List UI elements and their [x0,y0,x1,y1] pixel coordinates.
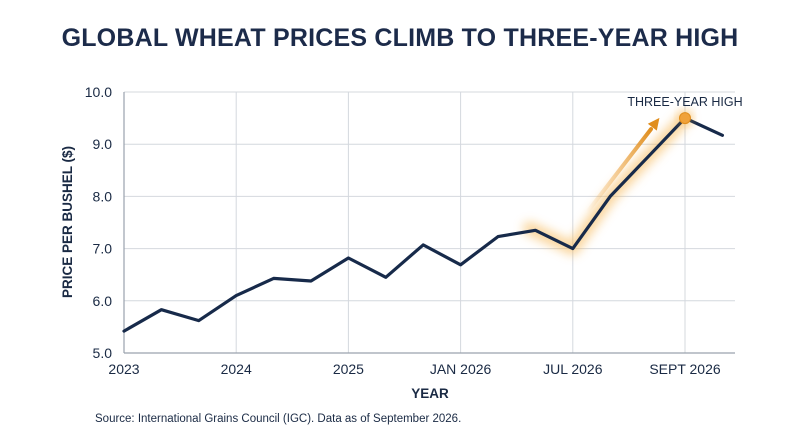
peak-label: THREE-YEAR HIGH [627,95,742,109]
y-tick-label: 6.0 [93,293,113,309]
wheat-price-line [122,116,724,333]
y-tick-label: 9.0 [93,136,113,152]
y-tick-label: 8.0 [93,188,113,204]
trend-arrow [584,117,660,215]
x-tick-label: 2023 [108,361,139,377]
annotation: THREE-YEAR HIGH [627,95,743,127]
chart-title: GLOBAL WHEAT PRICES CLIMB TO THREE-YEAR … [61,24,739,52]
x-tick-label: 2024 [221,361,252,377]
y-tick-label: 5.0 [93,345,113,361]
y-tick-labels: 5.0 6.0 7.0 8.0 9.0 10.0 [85,84,112,361]
x-tick-labels: 2023 2024 2025 JAN 2026 JUL 2026 SEPT 2026 [108,361,720,377]
grid-lines [124,91,735,353]
x-tick-label: SEPT 2026 [649,361,721,377]
x-tick-label: JAN 2026 [430,361,492,377]
arrow-shaft [584,127,653,215]
series-line [122,116,724,333]
y-axis-label: PRICE PER BUSHEL ($) [60,146,75,298]
axes [123,92,735,354]
arrow-head [647,117,660,131]
source-note: Source: International Grains Council (IG… [95,413,462,425]
x-tick-label: JUL 2026 [543,361,603,377]
y-tick-label: 7.0 [93,241,113,257]
x-tick-label: 2025 [333,361,364,377]
peak-marker [679,112,691,125]
y-tick-label: 10.0 [85,84,112,100]
x-axis-label: YEAR [411,386,449,401]
